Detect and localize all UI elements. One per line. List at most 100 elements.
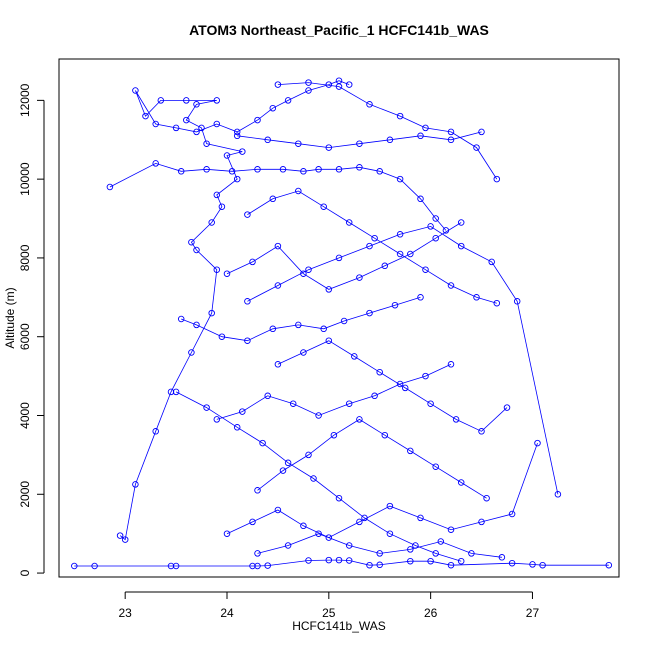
data-point [188, 238, 195, 246]
data-point [396, 175, 404, 183]
data-point [473, 294, 480, 301]
data-point [254, 116, 261, 124]
series-line [277, 82, 498, 180]
data-point [289, 400, 297, 407]
data-point [167, 388, 175, 396]
data-point [269, 195, 277, 203]
data-point [305, 451, 312, 459]
data-point [356, 274, 363, 281]
series-line [119, 80, 350, 541]
data-point [300, 168, 307, 175]
data-point [396, 380, 404, 388]
data-point [233, 132, 241, 140]
data-point [417, 514, 424, 522]
x-axis: 23 24 25 26 27 [119, 591, 540, 620]
data-point [488, 258, 495, 266]
series-line [247, 190, 497, 304]
data-point [483, 494, 490, 502]
data-point [249, 258, 256, 266]
data-point [203, 404, 210, 411]
data-point [300, 522, 307, 530]
series-9 [274, 337, 511, 435]
data-point [274, 506, 282, 514]
data-point [437, 538, 445, 545]
data-point [422, 266, 429, 273]
data-point [269, 325, 277, 333]
data-point [345, 400, 353, 407]
data-point [167, 562, 175, 570]
data-point [274, 242, 282, 250]
data-point [269, 104, 277, 112]
data-point [325, 556, 333, 564]
data-point [447, 361, 455, 368]
data-point [432, 550, 439, 557]
data-point [351, 353, 358, 360]
x-tick-label: 26 [424, 606, 438, 620]
data-point [330, 431, 338, 439]
series-8 [254, 416, 490, 502]
data-point [264, 136, 271, 144]
data-point [233, 424, 241, 431]
data-point [305, 266, 312, 273]
data-point [407, 250, 414, 258]
data-point [198, 124, 205, 132]
data-point [172, 562, 180, 570]
data-point [554, 491, 562, 498]
data-point [335, 494, 343, 502]
data-point [457, 557, 465, 565]
series-line [257, 533, 502, 558]
data-point [534, 439, 541, 447]
y-axis-label: Altitude (m) [3, 287, 17, 348]
x-axis-label: HCFC141b_WAS [292, 619, 386, 633]
data-point [345, 557, 353, 564]
data-point [457, 219, 465, 226]
plot-frame [58, 58, 620, 578]
data-point [121, 536, 129, 543]
data-point [315, 166, 322, 173]
data-point [356, 518, 363, 526]
y-tick-label: 6000 [18, 323, 32, 350]
data-point [300, 349, 307, 356]
data-point [447, 561, 455, 569]
series-5 [177, 294, 424, 344]
data-point [279, 166, 287, 173]
x-tick-label: 27 [526, 606, 540, 620]
data-point [177, 168, 185, 175]
data-point [213, 97, 221, 104]
data-point [386, 502, 394, 510]
data-point [284, 542, 292, 549]
data-point [473, 144, 480, 151]
series-group [71, 77, 613, 570]
x-tick-label: 25 [322, 606, 336, 620]
data-point [508, 559, 516, 567]
series-1 [71, 556, 613, 570]
data-point [274, 282, 282, 289]
data-point [274, 361, 282, 368]
data-point [183, 116, 190, 124]
data-point [386, 136, 394, 144]
data-point [366, 101, 373, 108]
data-point [157, 97, 165, 104]
data-point [478, 128, 485, 136]
data-point [432, 463, 439, 470]
data-point [213, 120, 221, 128]
data-point [325, 144, 333, 151]
data-point [508, 510, 516, 518]
data-point [345, 81, 353, 88]
data-point [401, 384, 409, 392]
data-point [172, 124, 180, 132]
data-point [407, 557, 414, 565]
data-point [315, 412, 322, 419]
series-12 [244, 223, 562, 498]
data-point [320, 203, 327, 210]
series-line [216, 363, 452, 420]
series-line [226, 442, 538, 539]
data-point [132, 481, 139, 488]
data-point [539, 561, 546, 569]
data-point [417, 195, 424, 203]
data-point [223, 152, 231, 159]
chart-title: ATOM3 Northeast_Pacific_1 HCFC141b_WAS [189, 22, 489, 38]
data-point [447, 136, 455, 144]
data-point [183, 97, 190, 104]
